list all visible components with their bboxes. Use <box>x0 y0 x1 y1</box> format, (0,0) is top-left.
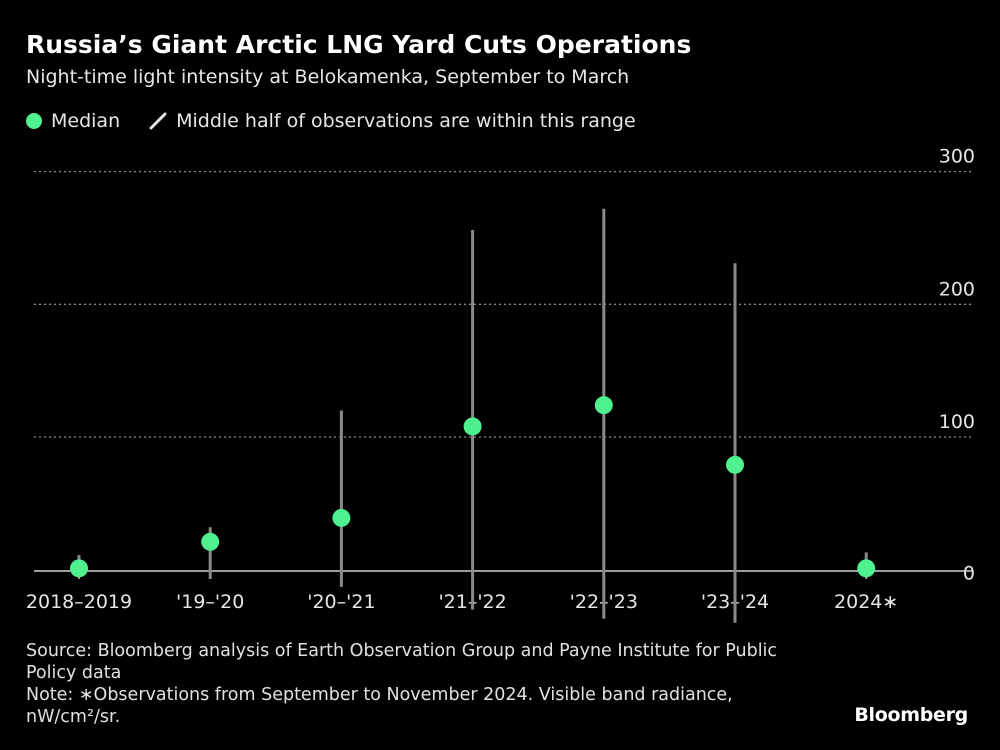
chart-subtitle: Night-time light intensity at Belokamenk… <box>26 66 630 88</box>
legend: Median Middle half of observations are w… <box>26 108 636 134</box>
chart-footer: Source: Bloomberg analysis of Earth Obse… <box>26 640 826 728</box>
legend-range-label: Middle half of observations are within t… <box>176 110 636 132</box>
median-point <box>463 417 482 436</box>
median-point <box>594 396 613 415</box>
legend-median-swatch <box>26 113 42 129</box>
footnote: Note: ∗Observations from September to No… <box>26 685 733 727</box>
x-tick-label: 2018–2019 <box>26 591 132 613</box>
y-tick-label: 300 <box>939 146 975 168</box>
median-point <box>70 559 88 578</box>
y-tick-label: 200 <box>939 278 975 300</box>
bloomberg-logo: Bloomberg <box>854 704 968 726</box>
source-note: Source: Bloomberg analysis of Earth Obse… <box>26 641 778 683</box>
legend-range-swatch <box>149 112 167 130</box>
median-point <box>201 532 220 551</box>
median-point <box>332 508 351 527</box>
y-tick-label: 0 <box>963 563 975 585</box>
x-tick-label: '19–'20 <box>176 591 244 613</box>
chart-title: Russia’s Giant Arctic LNG Yard Cuts Oper… <box>26 30 692 59</box>
x-tick-label: 2024∗ <box>834 591 898 613</box>
plot-area: 01002003002018–2019'19–'20'20–'21'21–'22… <box>26 146 975 623</box>
y-tick-label: 100 <box>939 411 975 433</box>
x-tick-label: '20–'21 <box>307 591 375 613</box>
legend-median-label: Median <box>51 110 121 132</box>
median-point <box>726 455 744 474</box>
median-point <box>857 559 876 578</box>
